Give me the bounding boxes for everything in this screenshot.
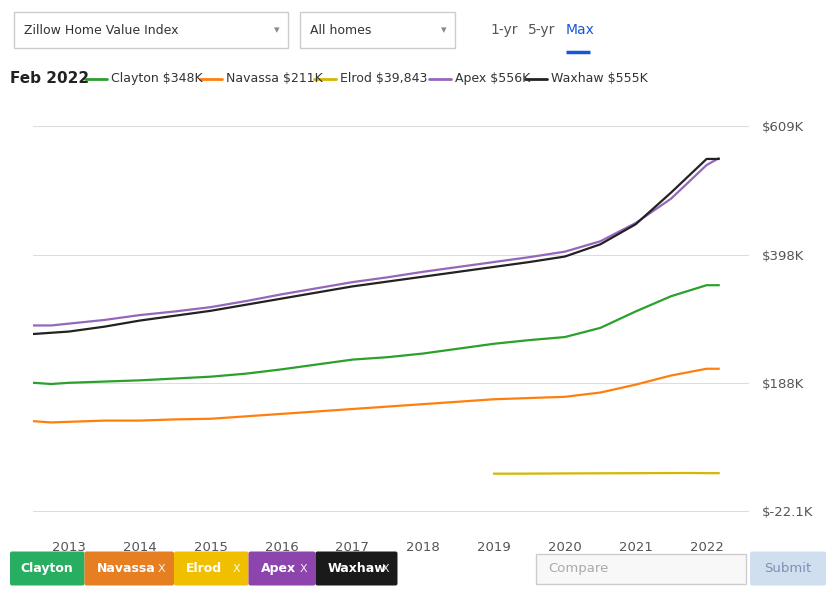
FancyBboxPatch shape	[535, 553, 745, 584]
Text: ▾: ▾	[273, 25, 279, 35]
FancyBboxPatch shape	[749, 551, 825, 585]
Text: Waxhaw $555K: Waxhaw $555K	[550, 72, 647, 85]
Text: ▾: ▾	[441, 25, 446, 35]
Text: Waxhaw: Waxhaw	[327, 562, 385, 575]
Text: Clayton: Clayton	[21, 562, 74, 575]
Text: 1-yr: 1-yr	[489, 23, 517, 37]
FancyBboxPatch shape	[299, 12, 455, 48]
Text: X: X	[299, 564, 307, 573]
Text: X: X	[158, 564, 166, 573]
FancyBboxPatch shape	[174, 551, 248, 585]
Text: Elrod $39,843: Elrod $39,843	[339, 72, 427, 85]
FancyBboxPatch shape	[84, 551, 174, 585]
Text: Zillow Home Value Index: Zillow Home Value Index	[24, 24, 178, 36]
FancyBboxPatch shape	[10, 551, 84, 585]
Text: Apex $556K: Apex $556K	[454, 72, 529, 85]
Text: Submit: Submit	[763, 562, 811, 575]
Text: Compare: Compare	[548, 562, 608, 575]
Text: Navassa: Navassa	[96, 562, 155, 575]
FancyBboxPatch shape	[248, 551, 315, 585]
Text: All homes: All homes	[309, 24, 371, 36]
Text: Apex: Apex	[260, 562, 295, 575]
Text: Feb 2022: Feb 2022	[10, 71, 89, 86]
Text: Navassa $211K: Navassa $211K	[226, 72, 322, 85]
FancyBboxPatch shape	[14, 12, 288, 48]
Text: X: X	[381, 564, 389, 573]
Text: Max: Max	[565, 23, 594, 37]
Text: Elrod: Elrod	[186, 562, 222, 575]
Text: Clayton $348K: Clayton $348K	[111, 72, 202, 85]
FancyBboxPatch shape	[315, 551, 397, 585]
Text: 5-yr: 5-yr	[528, 23, 555, 37]
Text: X: X	[232, 564, 240, 573]
